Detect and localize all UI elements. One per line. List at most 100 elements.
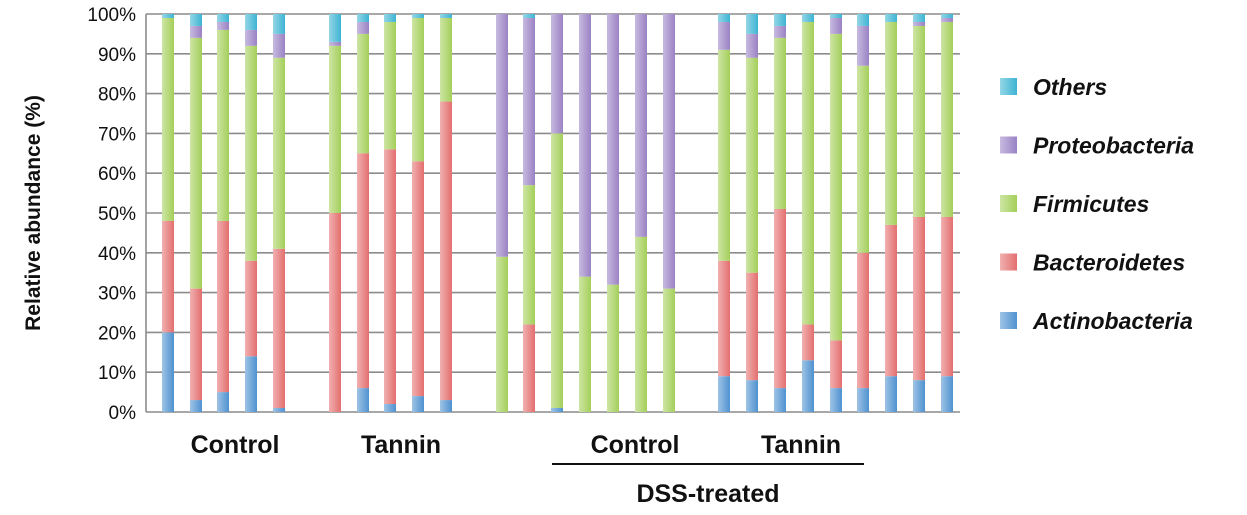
bar-segment-others [190, 14, 202, 26]
bar-segment-actinobacteria [941, 376, 953, 412]
bar-segment-others [245, 14, 257, 30]
bar-segment-actinobacteria [217, 392, 229, 412]
bar-segment-actinobacteria [857, 388, 869, 412]
bar-segment-proteobacteria [523, 17, 535, 186]
legend-label-others: Others [1033, 74, 1107, 100]
bar-segment-actinobacteria [273, 408, 285, 412]
bar-segment-firmicutes [802, 21, 814, 325]
bar-segment-firmicutes [913, 25, 925, 217]
bar-segment-firmicutes [635, 236, 647, 412]
bar-segment-bacteroidetes [329, 213, 341, 412]
bar-segment-firmicutes [885, 21, 897, 225]
bar-segment-proteobacteria [190, 25, 202, 38]
bar-segment-proteobacteria [663, 14, 675, 289]
bar-segment-bacteroidetes [384, 149, 396, 405]
legend-swatch-firmicutes [1000, 195, 1017, 212]
bar-segment-bacteroidetes [857, 252, 869, 389]
y-axis-title: Relative abundance (%) [22, 95, 45, 331]
bar-segment-others [941, 14, 953, 18]
bar-segment-actinobacteria [412, 396, 424, 412]
bar-segment-others [329, 14, 341, 42]
bar-segment-firmicutes [329, 45, 341, 214]
bar-segment-actinobacteria [746, 380, 758, 412]
bar-segment-proteobacteria [718, 21, 730, 50]
bar-segment-actinobacteria [885, 376, 897, 412]
y-tick-label: 10% [98, 363, 136, 384]
bar-segment-firmicutes [217, 29, 229, 221]
y-tick-label: 100% [87, 5, 136, 26]
bar-segment-bacteroidetes [523, 324, 535, 412]
bar-segment-firmicutes [273, 57, 285, 249]
bar-segment-bacteroidetes [357, 153, 369, 389]
y-tick-label: 0% [109, 403, 137, 424]
bar-segment-bacteroidetes [190, 288, 202, 401]
bar-segment-actinobacteria [440, 400, 452, 412]
bar-segment-proteobacteria [635, 14, 647, 237]
y-tick-label: 30% [98, 284, 136, 305]
bar-segment-bacteroidetes [273, 248, 285, 409]
legend-label-bacteroidetes: Bacteroidetes [1033, 250, 1185, 276]
treatment-label: DSS-treated [636, 480, 779, 508]
bar-segment-proteobacteria [579, 14, 591, 277]
bar-segment-others [885, 14, 897, 22]
group-label: Tannin [761, 431, 841, 459]
group-label: Control [591, 431, 680, 459]
bar-segment-bacteroidetes [217, 220, 229, 393]
bar-segment-actinobacteria [245, 356, 257, 412]
bar-segment-firmicutes [774, 37, 786, 210]
bar-segment-others [746, 14, 758, 34]
bar-segment-others [718, 14, 730, 22]
bar-segment-actinobacteria [913, 380, 925, 412]
bar-segment-firmicutes [440, 17, 452, 102]
bar-segment-firmicutes [412, 17, 424, 162]
bar-segment-actinobacteria [774, 388, 786, 412]
bar-segment-proteobacteria [746, 33, 758, 58]
bar-segment-actinobacteria [551, 408, 563, 412]
bar-segment-proteobacteria [245, 29, 257, 46]
bar-segment-bacteroidetes [245, 260, 257, 357]
bar-segment-others [412, 14, 424, 18]
bar-segment-bacteroidetes [774, 209, 786, 389]
bar-segment-bacteroidetes [913, 216, 925, 381]
y-tick-label: 70% [98, 124, 136, 145]
legend-swatch-others [1000, 78, 1017, 95]
bar-segment-bacteroidetes [440, 101, 452, 401]
bar-segment-others [774, 14, 786, 26]
bar-segment-proteobacteria [496, 14, 508, 257]
bar-segment-bacteroidetes [718, 260, 730, 377]
bar-segment-others [384, 14, 396, 22]
bar-segment-proteobacteria [357, 21, 369, 34]
bar-segment-proteobacteria [217, 21, 229, 30]
bar-segment-others [523, 14, 535, 18]
bar-segment-firmicutes [551, 133, 563, 409]
group-label: Control [191, 431, 280, 459]
bar-segment-bacteroidetes [412, 161, 424, 397]
y-tick-label: 60% [98, 164, 136, 185]
bar-segment-actinobacteria [384, 404, 396, 412]
legend-label-firmicutes: Firmicutes [1033, 191, 1149, 217]
bar-segment-others [802, 14, 814, 22]
bar-segment-others [440, 14, 452, 18]
y-tick-label: 50% [98, 204, 136, 225]
bar-segment-actinobacteria [830, 388, 842, 412]
bar-segment-firmicutes [384, 21, 396, 150]
bar-segment-bacteroidetes [746, 272, 758, 381]
legend-label-actinobacteria: Actinobacteria [1032, 308, 1193, 334]
bar-segment-proteobacteria [273, 33, 285, 58]
y-tick-label: 90% [98, 45, 136, 66]
bar-segment-firmicutes [607, 284, 619, 412]
bar-segment-firmicutes [718, 49, 730, 261]
y-tick-label: 20% [98, 323, 136, 344]
bar-segment-firmicutes [746, 57, 758, 273]
y-tick-label: 80% [98, 85, 136, 106]
bar-segment-firmicutes [357, 33, 369, 154]
bar-segment-others [162, 14, 174, 18]
bar-segment-firmicutes [162, 17, 174, 221]
legend-label-proteobacteria: Proteobacteria [1033, 133, 1194, 159]
bar-segment-proteobacteria [607, 14, 619, 285]
bar-segment-bacteroidetes [802, 324, 814, 361]
bar-segment-bacteroidetes [162, 220, 174, 333]
legend-swatch-bacteroidetes [1000, 253, 1017, 271]
bar-segment-firmicutes [830, 33, 842, 341]
